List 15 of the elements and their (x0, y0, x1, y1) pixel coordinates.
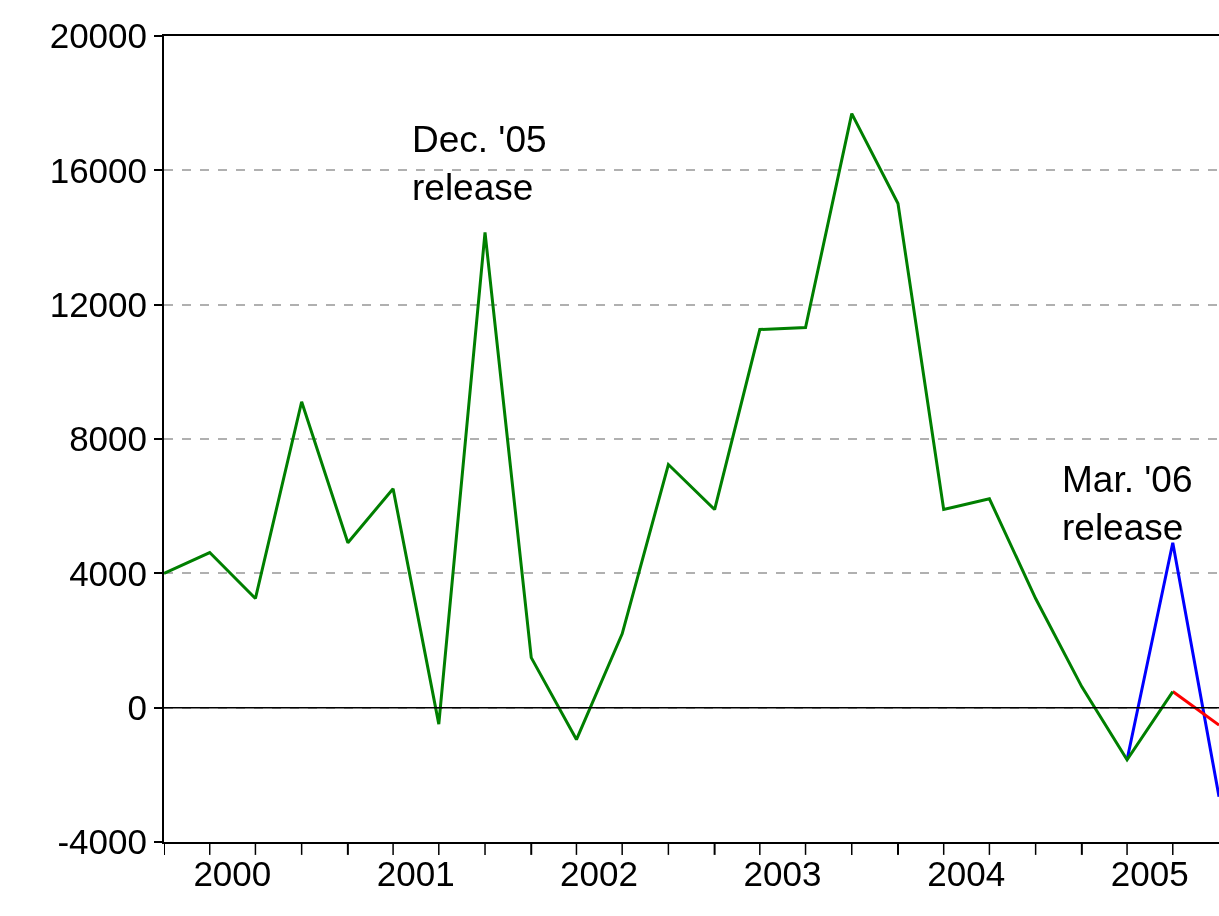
x-tick-label: 2004 (927, 854, 1006, 893)
x-tick-label: 2003 (743, 854, 822, 893)
annotation: Mar. '06 release (1062, 459, 1193, 549)
y-tick-label: 16000 (49, 150, 147, 190)
y-tick-label: 0 (127, 687, 147, 727)
y-tick-label: 4000 (69, 553, 147, 593)
x-tick-label: 2001 (376, 854, 455, 893)
annotation: Dec. '05 release (412, 119, 547, 209)
x-tick-label: 2005 (1110, 854, 1189, 893)
y-tick-label: 20000 (49, 16, 147, 56)
y-tick-label: 12000 (49, 284, 147, 324)
x-tick-label: 2002 (560, 854, 638, 893)
y-tick-label: -4000 (57, 822, 147, 862)
x-tick-label: 2000 (193, 854, 272, 893)
y-tick-label: 8000 (69, 419, 147, 459)
